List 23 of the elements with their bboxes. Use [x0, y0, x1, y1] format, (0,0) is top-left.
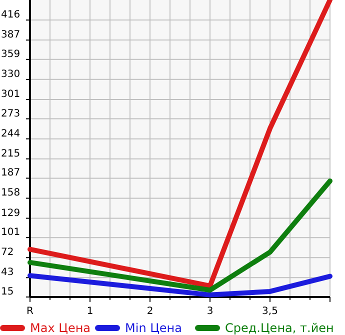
- y-tick-label: 101: [1, 227, 20, 238]
- x-tick-label: 1: [86, 306, 94, 317]
- legend-label: Сред.Цена, т.йен: [225, 321, 334, 335]
- y-tick-label: 330: [1, 68, 20, 80]
- x-tick-label: 3,5: [262, 306, 278, 317]
- y-tick-label: 215: [1, 148, 20, 160]
- y-tick-label: 301: [1, 88, 20, 100]
- y-tick-label: 15: [1, 286, 14, 298]
- legend-label: Max Цена: [30, 321, 91, 335]
- y-tick-label: 72: [1, 247, 14, 258]
- x-tick-label: 3: [206, 306, 214, 317]
- y-tick-label: 187: [1, 168, 20, 179]
- y-tick-label: 244: [1, 128, 20, 140]
- y-tick-label: 387: [1, 30, 20, 41]
- y-tick-label: 129: [1, 208, 20, 219]
- y-tick-label: 273: [1, 108, 20, 120]
- y-tick-label: 158: [1, 188, 20, 199]
- x-tick-label: R: [26, 306, 34, 317]
- y-tick-label: 416: [1, 10, 20, 21]
- y-tick-label: 359: [1, 48, 20, 60]
- legend-label: Min Цена: [125, 321, 182, 335]
- y-tick-label: 43: [1, 267, 14, 278]
- x-tick-label: 2: [146, 306, 154, 317]
